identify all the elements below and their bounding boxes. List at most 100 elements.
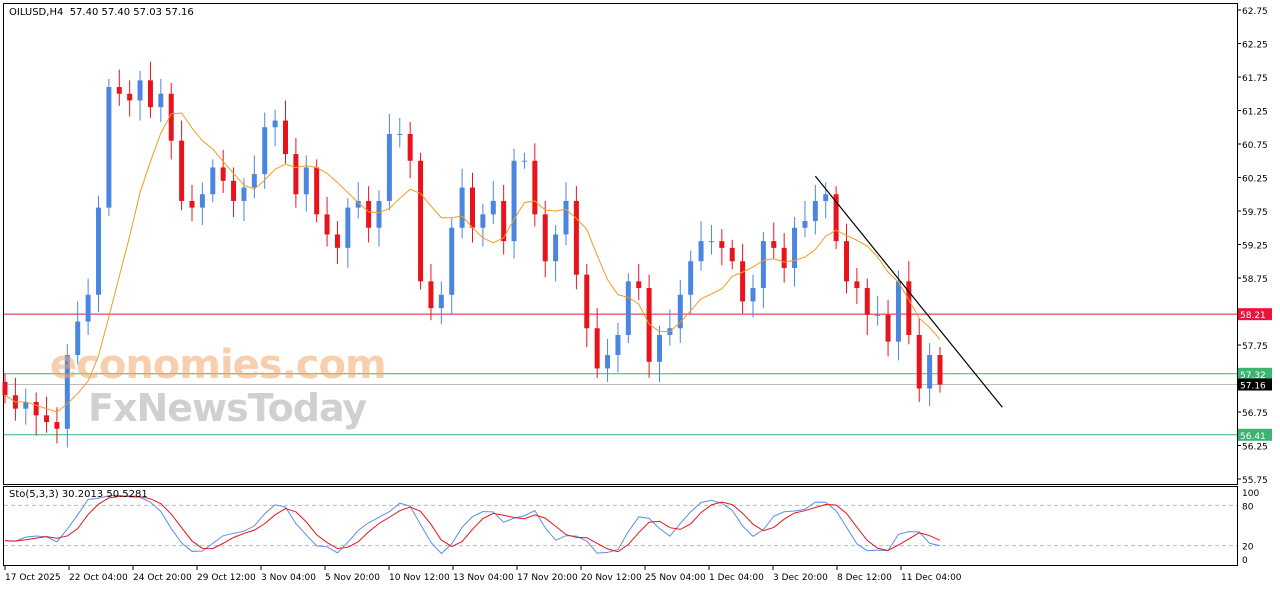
candle-body	[449, 227, 455, 295]
candle	[688, 250, 694, 314]
stochastic-scale-label: 100	[1242, 489, 1259, 499]
candle-body	[521, 160, 527, 162]
candle	[501, 184, 507, 255]
chart-header: OILUSD,H4 57.40 57.40 57.03 57.16	[9, 7, 194, 18]
candle	[875, 296, 881, 326]
candle	[677, 280, 683, 343]
candle-body	[418, 160, 424, 282]
candle-body	[511, 160, 517, 242]
watermark-fxnewstoday: FxNewsToday	[88, 386, 367, 430]
candle	[584, 263, 590, 348]
candle	[75, 301, 81, 365]
candle	[542, 200, 548, 278]
candle-body	[407, 133, 413, 161]
candle	[698, 221, 704, 271]
candle-body	[303, 167, 309, 195]
candle-body	[563, 200, 569, 235]
candle	[64, 344, 70, 448]
y-tick-label: 61.75	[1242, 74, 1268, 84]
candle	[781, 233, 787, 283]
candle-body	[490, 200, 496, 215]
candle-body	[397, 133, 403, 135]
candle-body	[470, 187, 475, 228]
candle	[771, 222, 777, 259]
candle-body	[760, 241, 766, 289]
candle-body	[677, 294, 683, 329]
candle	[521, 152, 527, 169]
candle	[833, 186, 839, 250]
y-tick-label: 58.75	[1242, 275, 1268, 285]
candle	[605, 338, 611, 382]
candle	[511, 148, 517, 259]
candle-body	[314, 167, 320, 215]
moving-average-line	[4, 112, 941, 413]
candle-body	[885, 314, 891, 342]
candle	[708, 225, 714, 255]
x-tick-label: 13 Nov 04:00	[453, 573, 514, 583]
candle-body	[792, 227, 798, 268]
candle	[532, 143, 538, 227]
price-label-box	[1238, 428, 1272, 441]
candle	[231, 167, 237, 218]
candle-body	[740, 261, 746, 302]
candle-body	[864, 288, 870, 315]
stochastic-signal-line	[4, 495, 941, 553]
candle	[615, 322, 621, 373]
candle-body	[895, 281, 901, 342]
candle-body	[688, 261, 694, 295]
candle	[303, 155, 309, 212]
y-tick-label: 60.75	[1242, 141, 1268, 151]
candle	[594, 308, 600, 378]
y-tick-label: 59.25	[1242, 242, 1268, 252]
x-tick-label: 29 Oct 12:00	[197, 573, 256, 583]
candle	[376, 190, 382, 247]
y-tick-label: 56.75	[1242, 409, 1268, 419]
x-tick-label: 3 Nov 04:00	[261, 573, 316, 583]
candle-body	[54, 422, 60, 429]
candle-body	[386, 133, 392, 201]
x-tick-label: 10 Nov 12:00	[389, 573, 450, 583]
candle-body	[501, 200, 507, 242]
candle-body	[438, 294, 444, 309]
candle-body	[179, 140, 185, 201]
candle	[127, 80, 133, 117]
candle	[44, 396, 50, 433]
x-tick-label: 17 Nov 20:00	[517, 573, 578, 583]
candle	[33, 392, 39, 436]
candle	[54, 407, 60, 444]
candle	[220, 150, 226, 193]
y-tick-label: 57.75	[1242, 342, 1268, 352]
price-label: 57.32	[1240, 371, 1266, 381]
candle-body	[605, 355, 611, 369]
y-tick-label: 56.25	[1242, 443, 1268, 453]
stochastic-panel-frame	[3, 486, 1238, 566]
candle-body	[64, 355, 70, 429]
y-tick-label: 59.75	[1242, 208, 1268, 218]
candle-body	[771, 241, 777, 248]
candle	[470, 172, 475, 243]
candle	[324, 196, 330, 247]
x-tick-label: 17 Oct 2025	[5, 573, 61, 583]
candle	[449, 218, 455, 315]
candle-body	[272, 120, 278, 128]
candle-body	[158, 93, 164, 108]
candle	[916, 318, 922, 402]
price-label-box	[1238, 367, 1272, 380]
candle	[262, 112, 268, 189]
candle-body	[345, 207, 351, 248]
candle-body	[355, 200, 361, 208]
candle-body	[220, 167, 226, 181]
candle-body	[262, 127, 268, 175]
candle	[854, 267, 860, 305]
candle	[563, 182, 569, 246]
x-tick-label: 3 Dec 20:00	[773, 573, 828, 583]
y-tick-label: 61.25	[1242, 108, 1268, 118]
candle-body	[44, 415, 50, 423]
candle	[812, 184, 818, 235]
candle	[158, 79, 164, 122]
candle-body	[823, 194, 829, 201]
candle	[116, 69, 122, 106]
candle-body	[210, 167, 216, 195]
